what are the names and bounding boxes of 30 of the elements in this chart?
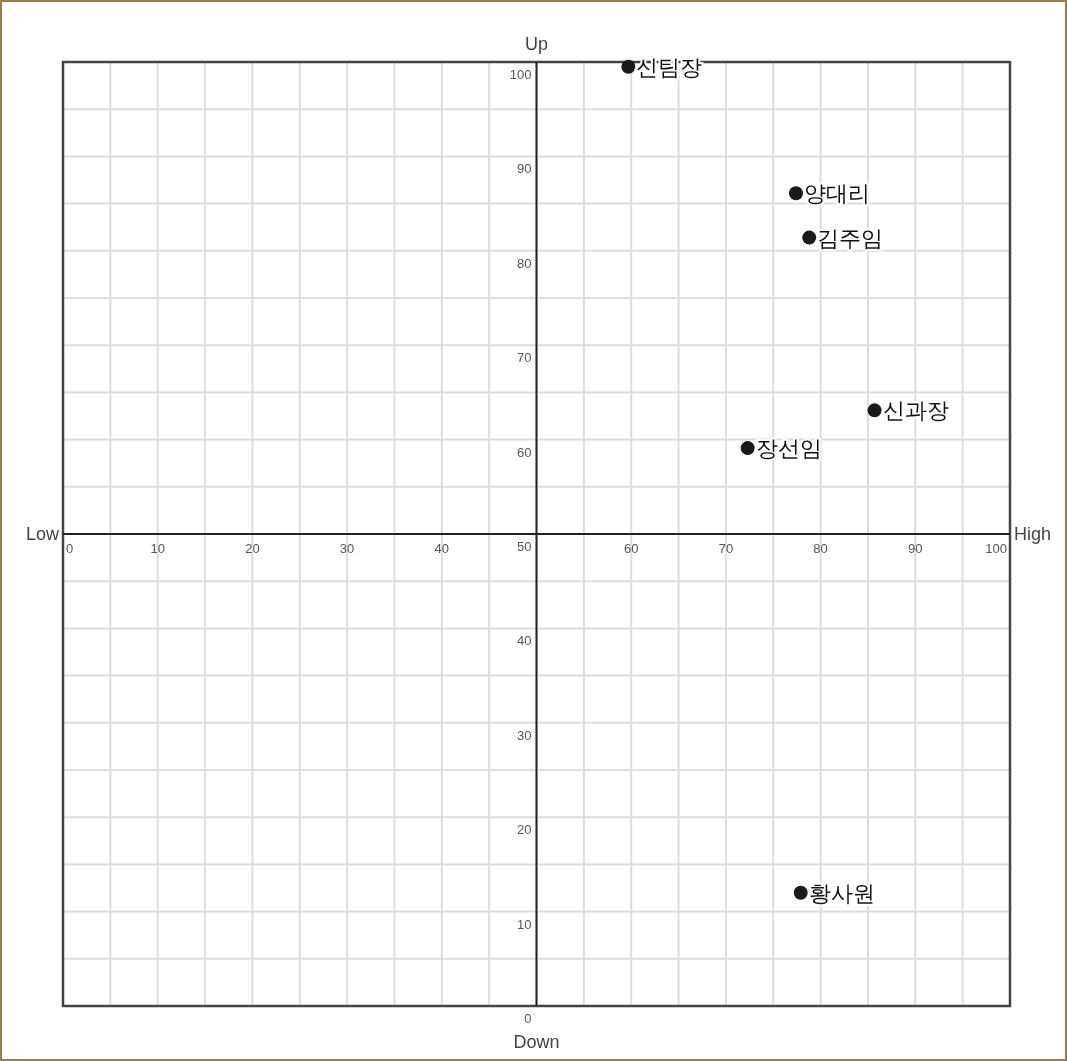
y2-axis-title: High (1014, 524, 1052, 544)
x-tick-label: 40 (434, 541, 450, 556)
y-tick-label: 30 (517, 727, 532, 743)
series-label: 김주임 (817, 225, 884, 251)
x-tick-label: 20 (245, 541, 260, 556)
x-tick-label: 80 (813, 541, 828, 556)
series-label: 신과장 (882, 398, 949, 424)
x-axis-title: Low (25, 524, 60, 544)
y-tick-label: 40 (517, 633, 532, 649)
y-tick-label: 0 (524, 1011, 532, 1026)
y-tick-label: 50 (517, 539, 532, 554)
series-label: 양대리 (803, 181, 870, 207)
x-tick-label: 90 (908, 541, 923, 556)
y-axis-title: Up (524, 34, 549, 54)
series-label: 황사원 (808, 880, 875, 906)
x2-axis-title: Down (513, 1032, 560, 1052)
y-tick-label: 70 (517, 350, 532, 366)
y-tick-label: 80 (517, 255, 532, 271)
x-tick-label: 60 (623, 541, 639, 556)
y-tick-label: 20 (517, 822, 532, 838)
x-tick-label: 100 (985, 541, 1007, 556)
x-tick-label: 70 (718, 541, 734, 556)
y-tick-label: 10 (517, 916, 532, 932)
x-tick-label: 10 (150, 541, 165, 556)
y-tick-label: 60 (517, 444, 532, 460)
series-label: 장선임 (755, 436, 822, 462)
y-tick-label: 100 (509, 67, 532, 82)
x-tick-label: 0 (66, 541, 74, 556)
y-tick-label: 90 (517, 161, 532, 177)
x-tick-label: 30 (339, 541, 355, 556)
